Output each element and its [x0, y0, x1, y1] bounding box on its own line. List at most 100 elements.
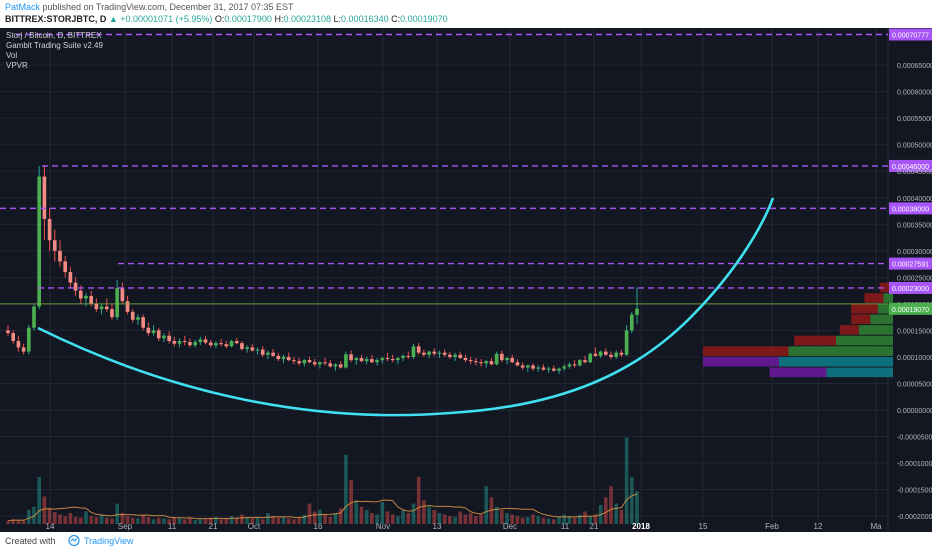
candle-body	[94, 303, 99, 310]
candle-body	[520, 365, 525, 368]
volume-profile-down-bar	[769, 367, 827, 378]
y-tick-label: 0.00035000	[897, 222, 932, 229]
candle-body	[437, 352, 442, 354]
rounded-bottom-curve	[37, 197, 775, 417]
candle-body	[78, 290, 83, 299]
candle-body	[603, 351, 608, 355]
volume-profile-up-bar	[870, 314, 893, 325]
volume-bar	[364, 509, 369, 524]
candle-body	[344, 354, 348, 368]
volume-bar	[385, 511, 390, 524]
candle-body	[577, 360, 582, 366]
volume-bar	[271, 516, 275, 524]
legend-indicator[interactable]: Gambit Trading Suite v2.49	[6, 41, 103, 50]
y-tick-label: -0.00005000	[897, 435, 932, 442]
volume-bar	[240, 514, 244, 524]
volume-profile-up-bar	[788, 346, 893, 356]
volume-bar	[422, 500, 426, 524]
high-label: H:	[274, 14, 284, 24]
candle-body	[557, 368, 561, 371]
volume-bar	[156, 517, 161, 524]
candle-body	[255, 349, 260, 351]
volume-bar	[427, 506, 431, 524]
candle-body	[240, 343, 244, 349]
volume-bar	[531, 514, 535, 524]
candle-body	[453, 354, 457, 357]
x-tick-label: 15	[699, 522, 708, 531]
candle-body	[375, 360, 379, 363]
candle-body	[629, 314, 634, 331]
volume-bar	[162, 518, 166, 524]
close-value: 0.00019070	[400, 14, 448, 24]
candle-body	[442, 352, 447, 355]
candle-body	[234, 341, 239, 344]
candle-body	[182, 341, 187, 343]
volume-bar	[359, 506, 364, 524]
volume-bar	[468, 513, 473, 524]
volume-bar	[188, 517, 192, 524]
volume-bar	[52, 512, 57, 524]
author-link[interactable]: PatMack	[5, 2, 41, 12]
close-label: C:	[391, 14, 401, 24]
volume-bar	[110, 518, 114, 524]
price-level-tag	[889, 257, 932, 270]
candle-body	[130, 311, 135, 320]
volume-bar	[78, 517, 83, 524]
candle-body	[406, 355, 411, 357]
volume-bar	[619, 509, 624, 524]
candle-body	[572, 364, 577, 366]
candle-body	[16, 341, 21, 348]
volume-bar	[416, 476, 421, 524]
chart-area[interactable]: 14 Sep 11 21 Oct 16 Nov 13 Dec 11 21 2018 15 Feb 12 Ma 0…	[0, 28, 932, 532]
candle-body	[385, 357, 390, 360]
volume-bar	[136, 518, 140, 524]
candle-body	[32, 306, 36, 328]
volume-bar	[281, 516, 286, 524]
volume-bar	[557, 516, 561, 524]
legend-indicator[interactable]: Vol	[6, 51, 18, 60]
candle-body	[167, 335, 171, 342]
candle-body	[614, 352, 619, 357]
candle-body	[635, 308, 639, 316]
volume-bar	[177, 518, 182, 524]
candle-body	[37, 176, 42, 307]
candle-body	[500, 353, 504, 361]
volume-bar	[520, 517, 525, 524]
x-tick-label: 21	[209, 522, 218, 531]
candle-body	[458, 354, 463, 358]
x-tick-label: 16	[314, 522, 323, 531]
ohlc-readout: BITTREX:STORJBTC, D ▲ +0.00001071 (+5.95…	[5, 14, 448, 24]
chart-background	[0, 28, 932, 532]
volume-bar	[99, 514, 104, 524]
volume-bar	[463, 514, 468, 524]
change-value: ▲ +0.00001071 (+5.95%)	[108, 14, 213, 24]
candle-body	[370, 359, 374, 363]
volume-profile-down-bar	[703, 356, 779, 367]
price-chart-svg[interactable]: 14 Sep 11 21 Oct 16 Nov 13 Dec 11 21 2018 15 Feb 12 Ma 0…	[0, 28, 932, 532]
y-tick-label: -0.00010000	[897, 461, 932, 468]
candle-body	[593, 353, 598, 356]
volume-bar	[354, 500, 359, 524]
candle-body	[208, 342, 213, 346]
volume-bar	[21, 520, 26, 524]
price-level-tag-label: 0.00027591	[892, 262, 929, 269]
volume-bar	[546, 518, 551, 524]
candle-body	[396, 357, 400, 361]
volume-profile-down-bar	[879, 282, 893, 293]
volume-bar	[16, 520, 21, 524]
created-with-text: Created with	[5, 536, 56, 546]
candle-body	[427, 351, 431, 355]
candle-body	[214, 343, 218, 346]
candle-body	[6, 330, 10, 334]
x-tick-label: Oct	[248, 522, 261, 531]
tradingview-brand[interactable]: TradingView	[84, 536, 134, 546]
volume-bar	[583, 511, 587, 524]
y-tick-label: 0.00030000	[897, 249, 932, 256]
candle-body	[328, 363, 333, 367]
volume-bar	[302, 514, 307, 524]
volume-bar	[219, 519, 223, 524]
volume-bar	[255, 517, 260, 524]
volume-bar	[286, 518, 291, 524]
candle-body	[505, 357, 509, 361]
legend-indicator[interactable]: VPVR	[6, 61, 28, 70]
